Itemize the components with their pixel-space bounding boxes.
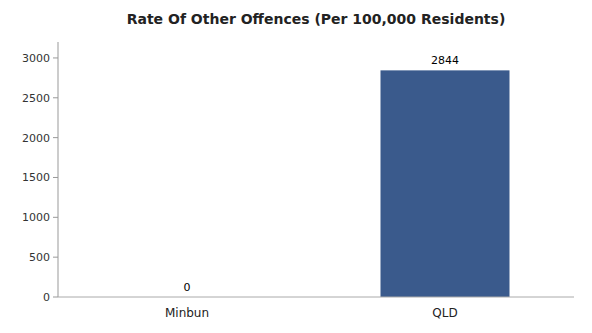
x-tick-label: QLD xyxy=(432,306,457,320)
y-tick-label: 0 xyxy=(43,291,50,304)
y-tick-label: 1500 xyxy=(22,171,50,184)
y-tick xyxy=(53,137,58,138)
y-tick-label: 1000 xyxy=(22,211,50,224)
bars xyxy=(381,70,510,297)
chart-container: Rate Of Other Offences (Per 100,000 Resi… xyxy=(0,0,592,333)
bar xyxy=(381,70,510,297)
y-tick-label: 3000 xyxy=(22,52,50,65)
y-tick-label: 2500 xyxy=(22,92,50,105)
y-tick xyxy=(53,57,58,58)
y-tick xyxy=(53,297,58,298)
y-tick xyxy=(53,177,58,178)
y-tick xyxy=(53,97,58,98)
y-tick-label: 500 xyxy=(29,251,50,264)
x-axis-line xyxy=(58,297,574,298)
data-labels: 0 2844 xyxy=(184,54,460,294)
y-axis: 0 500 1000 1500 2000 2500 3000 xyxy=(22,42,58,304)
data-label: 0 xyxy=(184,281,191,294)
chart-title: Rate Of Other Offences (Per 100,000 Resi… xyxy=(127,11,506,27)
x-axis: Minbun QLD xyxy=(165,306,458,320)
y-tick-label: 2000 xyxy=(22,132,50,145)
y-tick xyxy=(53,217,58,218)
chart-svg: Rate Of Other Offences (Per 100,000 Resi… xyxy=(0,0,592,333)
x-tick-label: Minbun xyxy=(165,306,209,320)
y-axis-line xyxy=(58,42,59,297)
y-tick xyxy=(53,257,58,258)
data-label: 2844 xyxy=(431,54,459,67)
